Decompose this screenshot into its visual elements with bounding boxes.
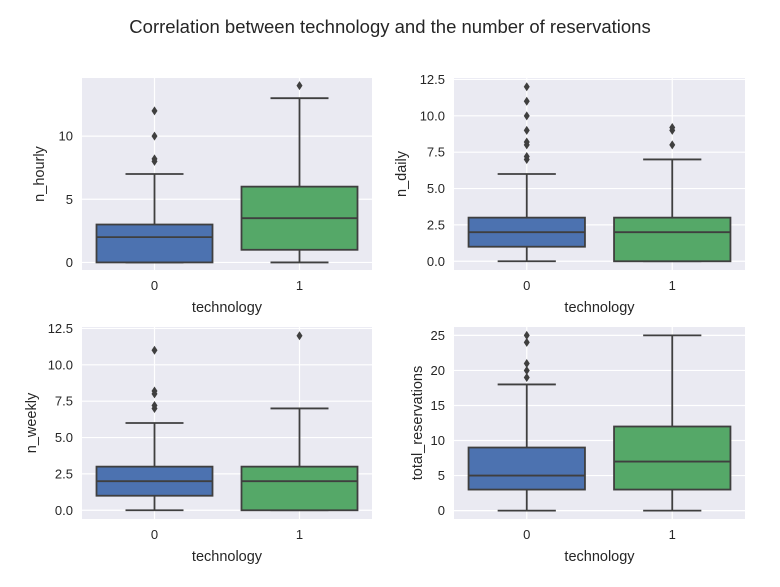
- outlier-point: [151, 154, 158, 164]
- y-tick-label: 0.0: [427, 254, 445, 269]
- subplot-total_reservations: 0 5 10 15 20 25 0 1 technology total_reservations: [410, 327, 745, 565]
- y-tick-label: 5.0: [55, 430, 73, 445]
- subplot-n_hourly: 0 5 10 0 1 technology n_hourly: [32, 78, 372, 316]
- box-0: [95, 106, 214, 264]
- box-1: [240, 81, 359, 264]
- y-tick-label: 15: [431, 398, 445, 413]
- x-axis-label: technology: [564, 300, 635, 316]
- outlier-point: [523, 137, 530, 147]
- box-1: [613, 122, 732, 263]
- y-tick-label: 0: [438, 503, 445, 518]
- y-tick-label: 25: [431, 328, 445, 343]
- outlier-point: [151, 106, 158, 116]
- y-tick-label: 5: [438, 468, 445, 483]
- box-iqr: [240, 465, 359, 512]
- y-tick-label: 2.5: [427, 217, 445, 232]
- outlier-point: [523, 82, 530, 92]
- y-axis-label: n_weekly: [24, 392, 40, 453]
- y-tick-label: 10.0: [48, 357, 73, 372]
- outlier-point: [523, 111, 530, 121]
- y-axis-label: total_reservations: [410, 366, 426, 480]
- x-tick-label: 0: [151, 527, 158, 542]
- y-tick-label: 20: [431, 363, 445, 378]
- box-0: [467, 330, 586, 512]
- box-iqr: [467, 446, 586, 491]
- outlier-point: [523, 337, 530, 347]
- outlier-point: [523, 372, 530, 382]
- outlier-point: [523, 152, 530, 162]
- box-0: [95, 345, 214, 512]
- x-tick-label: 0: [151, 278, 158, 293]
- y-tick-label: 12.5: [420, 72, 445, 87]
- x-tick-label: 1: [669, 527, 676, 542]
- box-iqr: [613, 425, 732, 491]
- x-axis-label: technology: [192, 300, 263, 316]
- outlier-point: [296, 81, 303, 91]
- y-tick-label: 7.5: [55, 394, 73, 409]
- box-iqr: [95, 223, 214, 264]
- outlier-point: [151, 401, 158, 411]
- x-tick-label: 0: [523, 527, 530, 542]
- y-axis-label: n_daily: [394, 150, 410, 197]
- box-1: [613, 334, 732, 512]
- y-tick-label: 12.5: [48, 321, 73, 336]
- outlier-point: [151, 345, 158, 355]
- outlier-point: [523, 365, 530, 375]
- x-tick-label: 0: [523, 278, 530, 293]
- outlier-point: [669, 122, 676, 132]
- outlier-point: [296, 331, 303, 341]
- outlier-point: [523, 96, 530, 106]
- outlier-point: [523, 358, 530, 368]
- box-0: [467, 82, 586, 263]
- y-tick-label: 0.0: [55, 503, 73, 518]
- outlier-point: [523, 330, 530, 340]
- outlier-point: [669, 140, 676, 150]
- x-axis-label: technology: [564, 549, 635, 565]
- subplot-n_daily: 0.0 2.5 5.0 7.5 10.0 12.5 0 1 technology n_daily: [394, 72, 745, 316]
- y-axis-label: n_hourly: [32, 145, 48, 201]
- y-tick-label: 10.0: [420, 108, 445, 123]
- x-axis-label: technology: [192, 549, 263, 565]
- x-tick-label: 1: [296, 278, 303, 293]
- x-tick-label: 1: [296, 527, 303, 542]
- subplot-n_weekly: 0.0 2.5 5.0 7.5 10.0 12.5 0 1 technology n_weekly: [24, 321, 372, 565]
- figure-title: Correlation between technology and the n…: [129, 16, 651, 37]
- y-tick-label: 5: [66, 192, 73, 207]
- y-tick-label: 10: [431, 433, 445, 448]
- outlier-point: [523, 125, 530, 135]
- box-iqr: [613, 216, 732, 263]
- outlier-point: [151, 386, 158, 396]
- y-tick-label: 7.5: [427, 145, 445, 160]
- y-tick-label: 0: [66, 255, 73, 270]
- y-tick-label: 10: [59, 129, 73, 144]
- box-1: [240, 331, 359, 512]
- x-tick-label: 1: [669, 278, 676, 293]
- outlier-point: [151, 131, 158, 141]
- y-tick-label: 2.5: [55, 466, 73, 481]
- y-tick-label: 5.0: [427, 181, 445, 196]
